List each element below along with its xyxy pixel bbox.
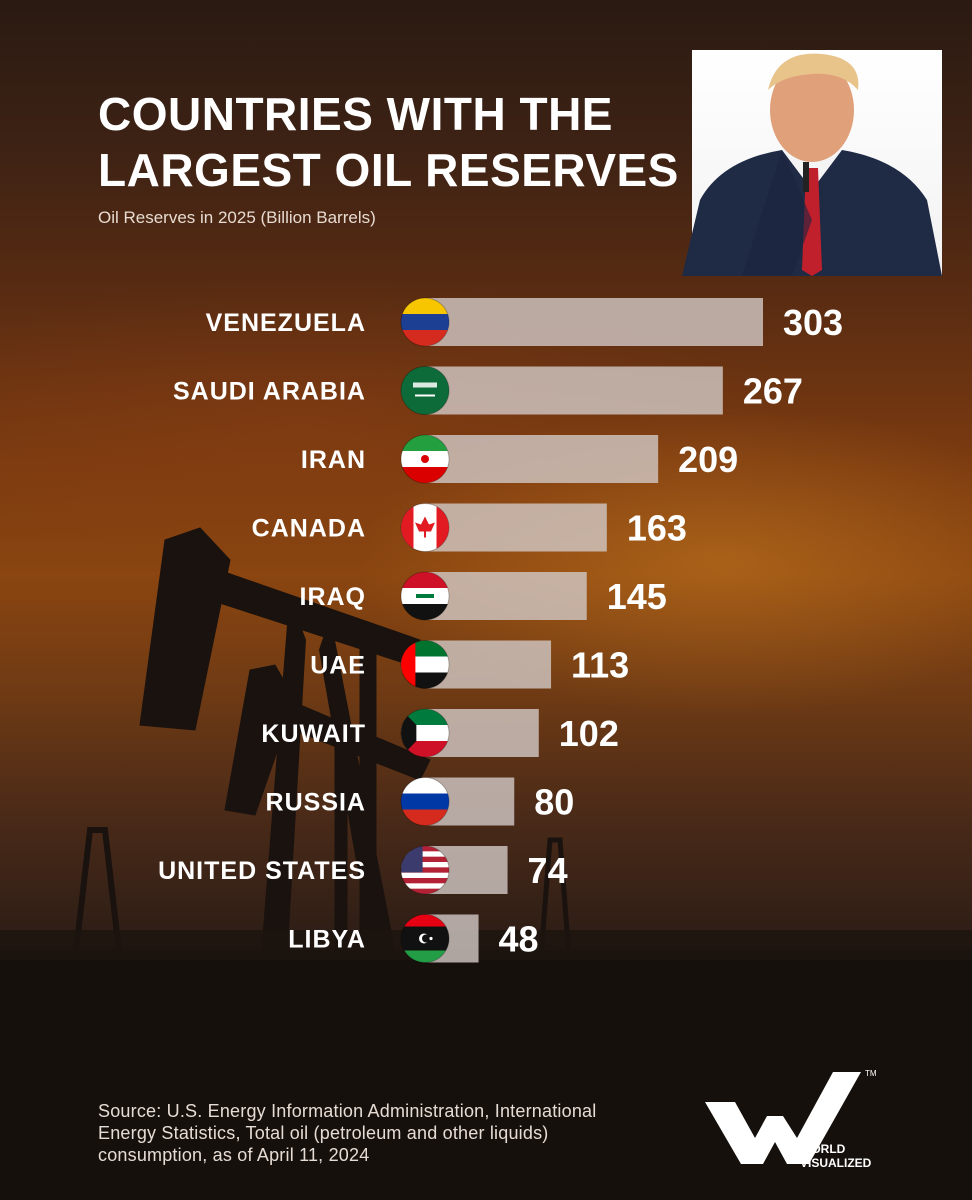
value-label: 209 bbox=[678, 439, 738, 480]
russia-flag-icon bbox=[400, 777, 450, 826]
logo-trademark: TM bbox=[865, 1069, 877, 1078]
bar-row: KUWAIT 102 bbox=[261, 708, 619, 758]
value-label: 48 bbox=[499, 919, 539, 960]
source-note: Source: U.S. Energy Information Administ… bbox=[98, 1101, 597, 1165]
chart-title: COUNTRIES WITH THE LARGEST OIL RESERVES bbox=[98, 88, 679, 196]
canada-flag-icon bbox=[400, 503, 450, 552]
value-label: 102 bbox=[559, 713, 619, 754]
bar bbox=[425, 572, 587, 620]
kuwait-flag-icon bbox=[400, 708, 450, 758]
bar-row: CANADA 163 bbox=[252, 503, 687, 552]
value-label: 145 bbox=[607, 576, 667, 617]
bar-row: RUSSIA 80 bbox=[266, 777, 574, 826]
value-label: 80 bbox=[534, 782, 574, 823]
value-label: 113 bbox=[571, 645, 629, 686]
category-label: LIBYA bbox=[288, 926, 366, 954]
bar-row: UNITED STATES 74 bbox=[158, 845, 568, 895]
libya-flag-icon bbox=[400, 914, 450, 963]
iran-flag-icon bbox=[400, 434, 450, 484]
category-label: UNITED STATES bbox=[158, 857, 366, 885]
bar bbox=[425, 435, 659, 483]
category-label: CANADA bbox=[252, 515, 366, 543]
saudi-arabia-flag-icon bbox=[400, 366, 450, 415]
category-label: SAUDI ARABIA bbox=[173, 378, 366, 406]
logo-text-line2: VISUALIZED bbox=[800, 1156, 872, 1170]
value-label: 267 bbox=[743, 371, 803, 412]
bar-row: SAUDI ARABIA 267 bbox=[173, 366, 803, 415]
bar-row: IRAN 209 bbox=[301, 434, 738, 484]
portrait-photo bbox=[682, 50, 942, 276]
bar-row: UAE 113 bbox=[310, 640, 629, 689]
logo-text: WORLD VISUALIZED bbox=[800, 1142, 871, 1170]
united-states-flag-icon bbox=[400, 845, 450, 895]
venezuela-flag-icon bbox=[400, 297, 450, 347]
category-label: RUSSIA bbox=[266, 789, 366, 817]
value-label: 74 bbox=[528, 850, 568, 891]
world-visualized-logo: TM bbox=[705, 1069, 877, 1164]
value-label: 163 bbox=[627, 508, 687, 549]
logo-text-line1: WORLD bbox=[800, 1142, 846, 1156]
bar-row: VENEZUELA 303 bbox=[206, 297, 843, 347]
bar bbox=[425, 366, 723, 415]
value-label: 303 bbox=[783, 302, 843, 343]
category-label: IRAN bbox=[301, 446, 366, 474]
category-label: VENEZUELA bbox=[206, 309, 366, 337]
uae-flag-icon bbox=[400, 640, 450, 689]
bar-row: LIBYA 48 bbox=[288, 914, 539, 963]
category-label: IRAQ bbox=[300, 583, 367, 611]
iraq-flag-icon bbox=[400, 571, 450, 621]
category-label: KUWAIT bbox=[261, 720, 366, 748]
chart-subtitle: Oil Reserves in 2025 (Billion Barrels) bbox=[98, 208, 376, 227]
bar-row: IRAQ 145 bbox=[300, 571, 667, 621]
bar bbox=[425, 298, 763, 346]
category-label: UAE bbox=[310, 652, 366, 680]
bar bbox=[425, 503, 607, 552]
